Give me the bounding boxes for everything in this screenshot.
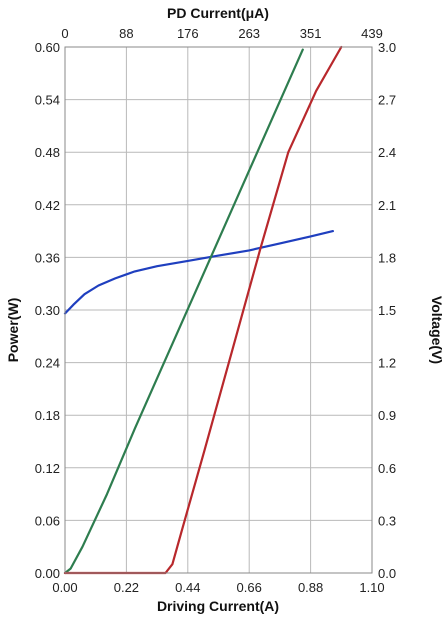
x-top-tick-label: 351 — [300, 26, 322, 41]
y-left-tick-label: 0.54 — [35, 93, 60, 108]
y-left-tick-label: 0.36 — [35, 250, 60, 265]
x-bottom-tick-label: 0.44 — [175, 580, 200, 595]
y-left-tick-label: 0.00 — [35, 566, 60, 581]
x-top-tick-label: 263 — [238, 26, 260, 41]
x-top-axis-title: PD Current(μA) — [167, 5, 269, 21]
y-left-tick-label: 0.30 — [35, 303, 60, 318]
y-left-tick-label: 0.12 — [35, 461, 60, 476]
series-layer — [63, 45, 343, 575]
x-bottom-axis-title: Driving Current(A) — [157, 598, 279, 614]
y-right-tick-label: 0.6 — [378, 461, 396, 476]
x-top-tick-label: 176 — [177, 26, 199, 41]
gridlines — [65, 47, 372, 573]
tick-labels: 0.00 0.22 0.44 0.66 0.88 1.10 0 88 176 263 351 439 0… — [35, 26, 396, 595]
series-line-1 — [63, 230, 334, 315]
y-right-tick-label: 1.2 — [378, 356, 396, 371]
series-line-3 — [63, 45, 343, 575]
y-right-tick-label: 2.1 — [378, 198, 396, 213]
y-left-tick-label: 0.48 — [35, 145, 60, 160]
plot-frame — [64, 46, 373, 574]
y-right-axis-title: Voltage(V) — [429, 296, 445, 364]
series-line-2 — [63, 48, 304, 575]
y-right-tick-label: 0.0 — [378, 566, 396, 581]
y-left-tick-label: 0.24 — [35, 356, 60, 371]
x-bottom-tick-label: 0.00 — [52, 580, 77, 595]
y-left-tick-label: 0.18 — [35, 408, 60, 423]
y-right-tick-label: 1.8 — [378, 250, 396, 265]
y-right-tick-label: 1.5 — [378, 303, 396, 318]
x-top-tick-label: 439 — [361, 26, 383, 41]
y-right-tick-label: 2.7 — [378, 93, 396, 108]
x-top-tick-label: 0 — [61, 26, 68, 41]
y-right-tick-label: 0.3 — [378, 513, 396, 528]
x-bottom-tick-label: 0.22 — [114, 580, 139, 595]
x-bottom-tick-label: 0.66 — [237, 580, 262, 595]
y-right-tick-label: 3.0 — [378, 40, 396, 55]
y-left-axis-title: Power(W) — [5, 298, 21, 363]
y-left-tick-label: 0.60 — [35, 40, 60, 55]
y-right-tick-label: 0.9 — [378, 408, 396, 423]
y-left-tick-label: 0.06 — [35, 513, 60, 528]
x-bottom-tick-label: 1.10 — [359, 580, 384, 595]
y-left-tick-label: 0.42 — [35, 198, 60, 213]
x-top-tick-label: 88 — [119, 26, 133, 41]
x-bottom-tick-label: 0.88 — [298, 580, 323, 595]
y-right-tick-label: 2.4 — [378, 145, 396, 160]
